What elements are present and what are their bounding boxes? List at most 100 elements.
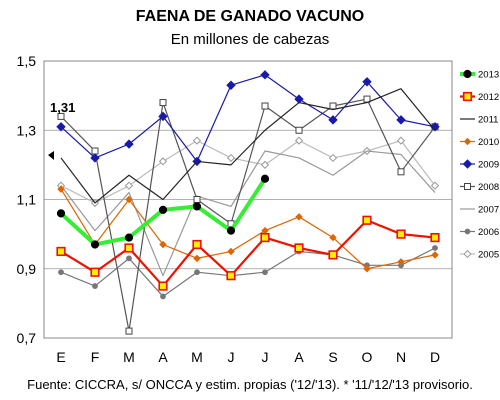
legend-label: 2010 xyxy=(478,137,499,148)
data-point xyxy=(397,258,405,266)
data-point xyxy=(260,174,270,183)
legend: 2013 2012 2011 2010 2009 2008 2007 2006 2005 xyxy=(460,70,499,261)
data-point xyxy=(260,160,270,169)
x-tick-label: A xyxy=(158,349,168,365)
legend-item: 2011 xyxy=(460,115,498,126)
data-point xyxy=(328,250,338,260)
data-point xyxy=(90,153,100,163)
x-tick-label: E xyxy=(56,349,65,365)
series-2006 xyxy=(58,245,438,300)
data-point xyxy=(90,267,100,277)
legend-item: 2006 xyxy=(460,227,499,238)
data-point xyxy=(226,271,236,281)
legend-item: 2009 xyxy=(460,159,499,171)
x-tick-label: J xyxy=(262,349,269,365)
x-tick-label: M xyxy=(191,349,203,365)
data-point xyxy=(464,228,471,235)
series-line xyxy=(60,88,436,204)
data-point xyxy=(192,202,202,211)
data-point xyxy=(158,111,168,122)
data-point xyxy=(226,153,236,163)
data-point xyxy=(431,251,439,259)
series-line xyxy=(60,98,436,332)
data-point xyxy=(194,269,200,276)
data-point xyxy=(158,281,168,291)
y-axis: 0,7 0,9 1,1 1,3 1,5 xyxy=(17,53,37,346)
x-tick-label: A xyxy=(294,349,304,365)
y-tick-label: 1,3 xyxy=(17,122,37,138)
series-2012 xyxy=(56,215,440,291)
data-point xyxy=(462,159,473,169)
legend-item: 2013 xyxy=(460,70,499,81)
data-point xyxy=(430,181,440,190)
y-tick-label: 1,1 xyxy=(17,192,37,208)
data-point xyxy=(261,102,269,110)
legend-item: 2005 xyxy=(460,250,499,261)
data-point xyxy=(124,139,134,149)
legend-label: 2007 xyxy=(478,205,499,216)
data-point xyxy=(464,183,471,190)
data-point xyxy=(430,122,440,132)
legend-label: 2006 xyxy=(478,227,499,238)
data-point xyxy=(56,122,66,132)
start-marker-icon xyxy=(48,151,54,160)
data-point xyxy=(158,157,168,166)
data-point xyxy=(124,181,134,190)
data-point xyxy=(159,240,167,249)
data-point xyxy=(463,69,472,79)
data-point xyxy=(56,209,66,218)
y-tick-label: 0,9 xyxy=(17,261,37,277)
series-2013 xyxy=(56,174,270,249)
data-point xyxy=(57,185,65,193)
data-point xyxy=(432,245,438,251)
data-point xyxy=(396,115,406,125)
chart-subtitle: En millones de cabezas xyxy=(170,31,330,48)
data-point xyxy=(396,229,406,239)
legend-label: 2011 xyxy=(478,115,498,126)
series-line xyxy=(60,150,436,277)
legend-label: 2008 xyxy=(478,182,499,193)
series-line xyxy=(60,188,436,270)
data-point xyxy=(328,115,338,125)
legend-item: 2008 xyxy=(460,182,499,193)
data-point xyxy=(260,232,270,243)
data-point xyxy=(329,233,337,242)
data-point xyxy=(227,247,235,256)
data-point xyxy=(328,153,338,163)
x-tick-label: O xyxy=(362,349,373,365)
data-point xyxy=(193,196,201,203)
data-point xyxy=(260,70,270,80)
data-point xyxy=(295,213,303,221)
data-point xyxy=(294,243,304,253)
x-tick-label: N xyxy=(396,349,406,365)
legend-item: 2007 xyxy=(460,205,499,216)
data-point xyxy=(396,136,406,145)
data-point xyxy=(192,136,202,145)
data-point xyxy=(58,269,64,276)
series-line xyxy=(60,74,436,163)
x-tick-label: M xyxy=(123,349,135,365)
data-point xyxy=(294,136,304,145)
data-point xyxy=(91,147,99,155)
series-2009 xyxy=(56,70,440,167)
data-point xyxy=(193,254,201,263)
series-line xyxy=(60,247,436,298)
data-point xyxy=(124,233,134,242)
series-group xyxy=(56,70,440,335)
legend-label: 2012 xyxy=(478,92,499,103)
x-tick-label: D xyxy=(430,349,440,365)
data-point xyxy=(124,243,134,253)
data-point xyxy=(158,205,168,214)
legend-item: 2012 xyxy=(460,91,499,103)
series-2007 xyxy=(60,150,436,277)
data-point xyxy=(57,112,65,120)
data-point xyxy=(362,215,372,225)
data-point xyxy=(295,126,303,134)
data-point xyxy=(462,91,473,102)
data-point xyxy=(329,102,337,110)
data-point xyxy=(463,137,472,146)
series-2011 xyxy=(60,88,436,204)
data-point xyxy=(126,255,132,262)
